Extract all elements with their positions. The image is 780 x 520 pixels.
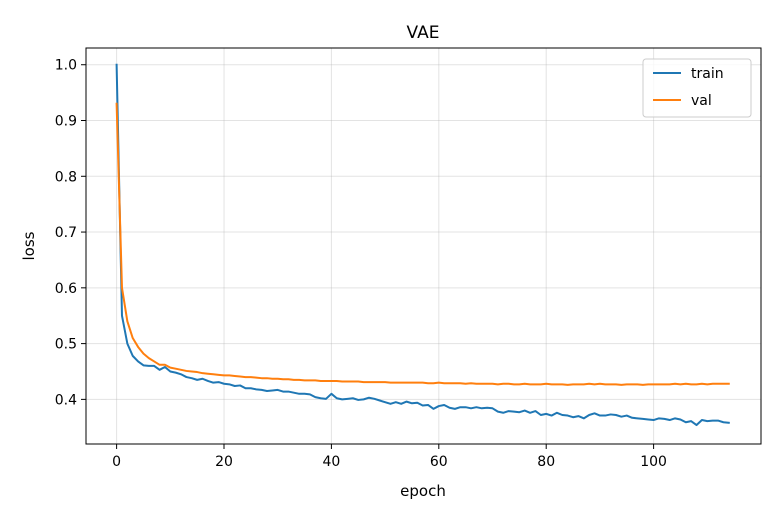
x-tick-label: 100 xyxy=(640,454,667,470)
y-tick-label: 0.8 xyxy=(55,169,77,185)
y-tick-label: 0.6 xyxy=(55,281,77,297)
y-tick-label: 0.4 xyxy=(55,392,77,408)
x-tick-label: 80 xyxy=(537,454,555,470)
y-tick-label: 0.7 xyxy=(55,225,77,241)
x-tick-label: 20 xyxy=(215,454,233,470)
x-axis-label: epoch xyxy=(400,482,446,500)
y-axis: 0.4 0.5 0.6 0.7 0.8 0.9 1.0 xyxy=(55,58,86,408)
legend: train val xyxy=(642,58,752,118)
y-axis-label: loss xyxy=(20,231,38,260)
series-line-train xyxy=(115,63,730,427)
x-tick-label: 0 xyxy=(112,454,121,470)
plot-frame xyxy=(85,47,762,445)
x-tick-label: 40 xyxy=(322,454,340,470)
chart-title: VAE xyxy=(407,23,440,43)
x-tick-label: 60 xyxy=(430,454,448,470)
y-tick-label: 0.5 xyxy=(55,337,77,353)
y-tick-label: 1.0 xyxy=(55,58,77,74)
legend-label-train: train xyxy=(691,66,724,82)
plot-area xyxy=(115,63,730,427)
legend-label-val: val xyxy=(691,93,712,109)
x-axis: 0 20 40 60 80 100 xyxy=(112,444,667,470)
y-tick-label: 0.9 xyxy=(55,114,77,130)
series-line-val xyxy=(115,102,730,386)
